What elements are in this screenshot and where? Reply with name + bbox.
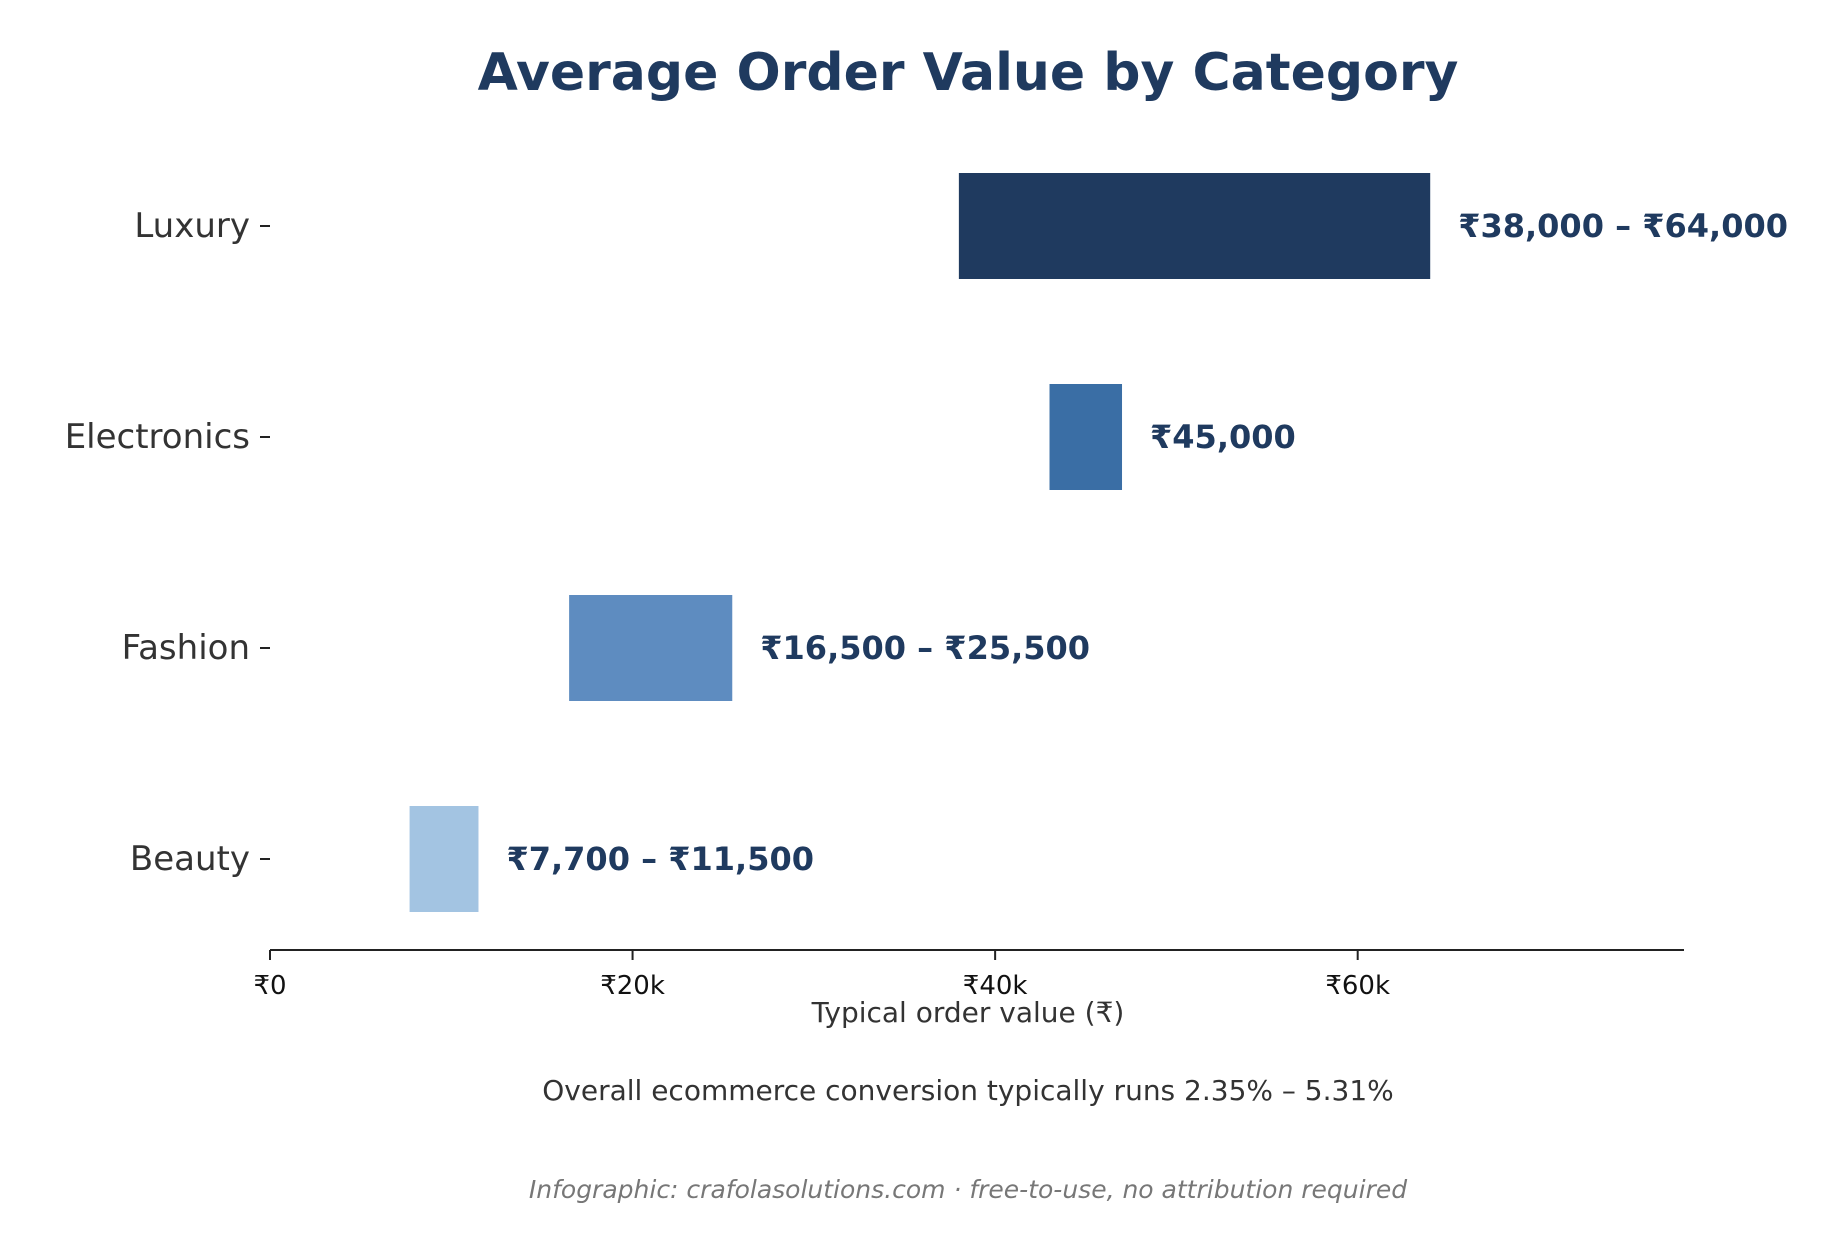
bar-beauty — [409, 806, 479, 912]
category-label-luxury: Luxury — [134, 206, 250, 246]
bar-luxury — [958, 173, 1431, 279]
bar-electronics — [1049, 384, 1123, 490]
bar-fashion — [569, 595, 733, 701]
category-label-electronics: Electronics — [65, 417, 250, 457]
x-axis-label: Typical order value (₹) — [811, 996, 1125, 1029]
value-label-beauty: ₹7,700 – ₹11,500 — [506, 840, 814, 878]
chart-title: Average Order Value by Category — [478, 43, 1459, 103]
x-tick-label: ₹40k — [963, 971, 1028, 1001]
category-label-fashion: Fashion — [122, 628, 250, 668]
value-label-fashion: ₹16,500 – ₹25,500 — [760, 629, 1090, 667]
x-tick-label: ₹60k — [1325, 971, 1390, 1001]
x-tick-label: ₹0 — [253, 971, 286, 1001]
credit-text: Infographic: crafolasolutions.com · free… — [529, 1175, 1407, 1204]
x-axis: ₹0 ₹20k ₹40k ₹60k — [253, 949, 1684, 1001]
bars-layer: Luxury ₹38,000 – ₹64,000 Electronics ₹45,00… — [65, 173, 1788, 912]
value-label-luxury: ₹38,000 – ₹64,000 — [1458, 207, 1788, 245]
value-label-electronics: ₹45,000 — [1150, 418, 1296, 456]
x-tick-label: ₹20k — [600, 971, 665, 1001]
conversion-note: Overall ecommerce conversion typically r… — [542, 1074, 1394, 1107]
category-label-beauty: Beauty — [130, 839, 250, 879]
